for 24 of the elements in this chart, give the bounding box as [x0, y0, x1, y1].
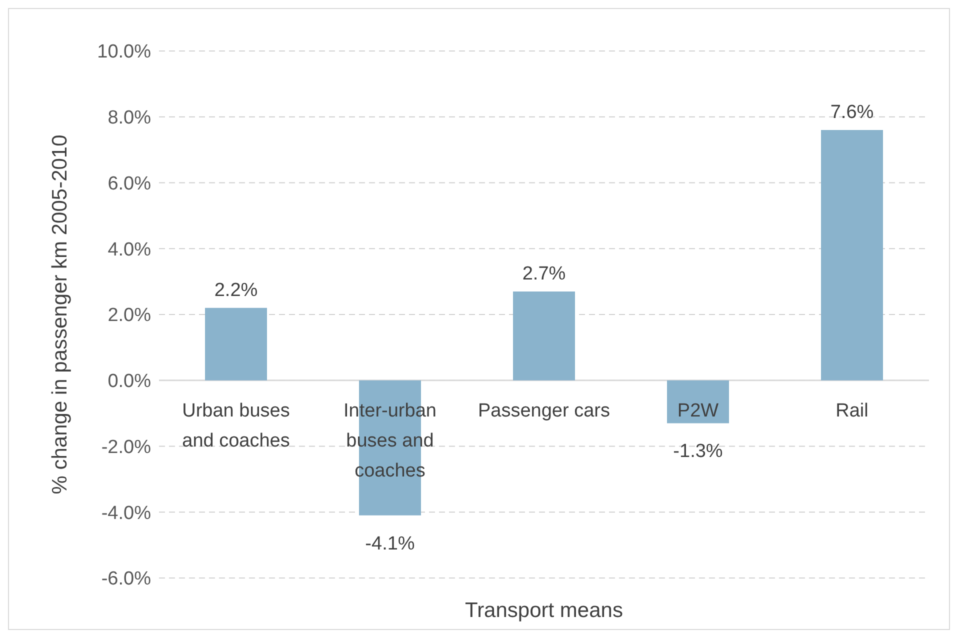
x-tick-label: P2W: [677, 400, 719, 422]
y-axis-title: % change in passenger km 2005-2010: [48, 134, 72, 494]
y-tick-label: 6.0%: [108, 173, 152, 194]
bar: [667, 380, 729, 424]
y-tick-label: -4.0%: [101, 502, 152, 524]
x-tick-label: Passenger cars: [478, 400, 610, 422]
y-tick-label: 10.0%: [97, 42, 152, 63]
data-label: 2.2%: [214, 280, 258, 301]
y-tick-label: 2.0%: [108, 305, 152, 326]
data-label: 2.7%: [522, 263, 566, 284]
bar: [513, 291, 575, 380]
y-tick-label: -2.0%: [101, 436, 152, 458]
x-axis-title: Transport means: [465, 599, 623, 622]
bar: [205, 308, 267, 380]
bar: [821, 130, 883, 380]
y-tick-label: 4.0%: [108, 239, 152, 260]
data-label: -1.3%: [673, 441, 723, 462]
x-tick-label: Rail: [836, 400, 868, 422]
data-label: -4.1%: [365, 533, 415, 554]
y-tick-label: -6.0%: [101, 568, 152, 590]
y-tick-label: 0.0%: [108, 371, 152, 392]
x-tick-label: Urban buses and coaches: [182, 400, 290, 452]
y-tick-label: 8.0%: [108, 108, 152, 129]
data-label: 7.6%: [830, 102, 874, 124]
